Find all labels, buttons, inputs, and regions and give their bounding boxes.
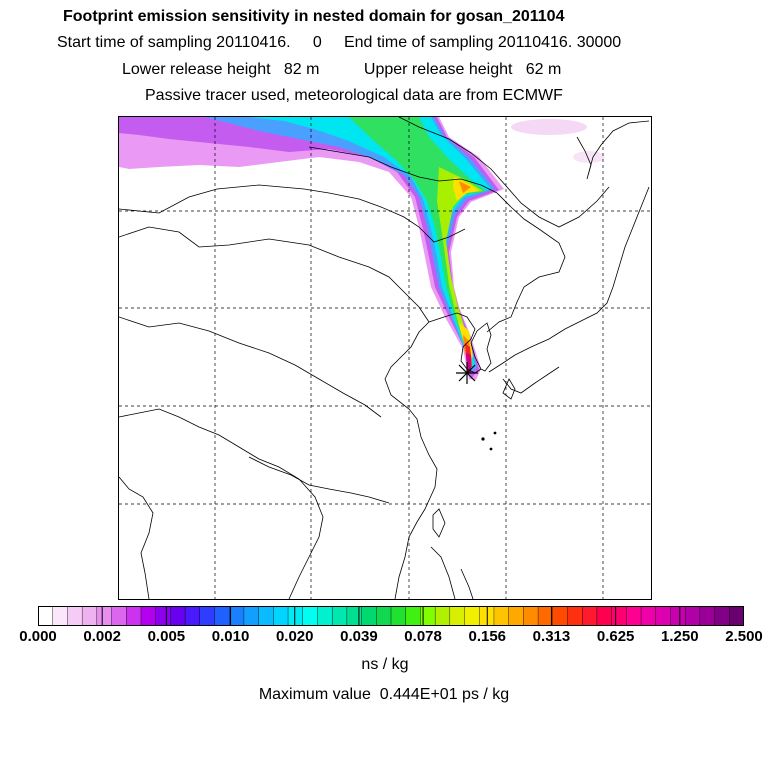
tracer-info-line: Passive tracer used, meteorological data…	[145, 87, 563, 104]
coastline-north	[308, 146, 566, 333]
plume-patch	[511, 119, 587, 135]
coastline-taiwan	[432, 508, 446, 538]
coastline-southeast-asia	[119, 408, 324, 599]
colorbar-segment	[155, 606, 171, 626]
border-mongolia	[119, 184, 466, 243]
colorbar-segment	[508, 606, 524, 626]
colorbar-segment	[434, 606, 451, 626]
colorbar-tick-label: 0.156	[468, 628, 507, 645]
border-china-west	[119, 316, 382, 418]
colorbar-segment	[670, 606, 686, 626]
colorbar-segment	[714, 606, 730, 626]
colorbar-segment	[126, 606, 142, 626]
colorbar-segment	[331, 606, 348, 626]
colorbar-tick-label: 0.625	[596, 628, 635, 645]
island-dot	[493, 431, 497, 435]
colorbar-segment	[229, 606, 245, 626]
plume-layer-lime	[437, 167, 483, 363]
colorbar-tick-label: 0.313	[532, 628, 571, 645]
sampling-time-line: Start time of sampling 20110416. 0 End t…	[57, 34, 622, 51]
coastline-sakhalin	[576, 120, 650, 180]
colorbar-segment	[684, 606, 701, 626]
graticule	[119, 117, 651, 599]
coastline-kyushu	[502, 378, 516, 400]
colorbar-units: ns / kg	[361, 656, 409, 673]
colorbar-segment	[464, 606, 480, 626]
colorbar-segment	[376, 606, 392, 626]
colorbar-segment	[81, 606, 98, 626]
colorbar-segment	[449, 606, 466, 626]
colorbar-segment	[258, 606, 274, 626]
colorbar-tick-label: 0.078	[404, 628, 442, 645]
colorbar-tick-label: 2.500	[725, 628, 763, 645]
colorbar-segment	[170, 606, 186, 626]
colorbar-segment	[390, 606, 407, 626]
colorbar-tick-label: 0.002	[83, 628, 121, 645]
footprint-map	[118, 116, 652, 600]
colorbar-frame	[38, 606, 744, 626]
colorbar-segment	[567, 606, 583, 626]
island-dot	[481, 437, 485, 441]
colorbar-tick-label: 1.250	[661, 628, 699, 645]
colorbar-segment	[52, 606, 68, 626]
colorbar-segment	[537, 606, 554, 626]
release-height-line: Lower release height 82 m Upper release …	[122, 61, 562, 78]
colorbar-segment	[273, 606, 289, 626]
colorbar-tick-label: 0.020	[275, 628, 314, 645]
colorbar-segment	[67, 606, 83, 626]
colorbar-segment	[523, 606, 539, 626]
map-title: Footprint emission sensitivity in nested…	[63, 8, 565, 25]
colorbar-tick-label: 0.039	[340, 628, 378, 645]
colorbar-segment	[582, 606, 598, 626]
release-site-marker	[456, 362, 478, 384]
colorbar-segment	[655, 606, 671, 626]
island-dot	[489, 447, 493, 451]
colorbar-segment	[38, 606, 54, 626]
colorbar-segment	[287, 606, 304, 626]
colorbar-segment	[96, 606, 113, 626]
colorbar	[38, 606, 744, 626]
plume-patch	[573, 151, 605, 163]
coastline-russia-far-east	[398, 117, 610, 228]
colorbar-segment	[302, 606, 318, 626]
coastline-indochina	[119, 476, 154, 599]
colorbar-segment	[479, 606, 495, 626]
colorbar-segment	[317, 606, 333, 626]
colorbar-segment	[243, 606, 260, 626]
colorbar-segment	[405, 606, 421, 626]
colorbar-segment	[199, 606, 215, 626]
colorbar-tick-label: 0.005	[147, 628, 186, 645]
colorbar-segment	[493, 606, 510, 626]
maximum-value: Maximum value 0.444E+01 ps / kg	[258, 686, 510, 703]
colorbar-segment	[699, 606, 716, 626]
colorbar-segment	[626, 606, 642, 626]
coastline-korea	[470, 322, 492, 372]
colorbar-tick-label: 0.010	[211, 628, 250, 645]
coastline-japan-south	[502, 366, 560, 394]
coastline-china-east	[384, 321, 438, 599]
colorbar-segment	[184, 606, 201, 626]
colorbar-segment	[640, 606, 657, 626]
colorbar-segment	[552, 606, 568, 626]
colorbar-segment	[611, 606, 627, 626]
colorbar-segment	[214, 606, 230, 626]
plume-layer-yellow	[453, 177, 479, 360]
colorbar-segment	[596, 606, 613, 626]
border-china-south	[248, 456, 390, 504]
colorbar-segment	[361, 606, 377, 626]
emission-plume	[119, 117, 605, 380]
coastlines	[119, 117, 650, 599]
colorbar-segment	[729, 606, 744, 626]
colorbar-segment	[111, 606, 127, 626]
colorbar-segment	[140, 606, 157, 626]
colorbar-segment	[346, 606, 363, 626]
coastline-philippines	[430, 546, 474, 599]
colorbar-tick-label: 0.000	[19, 628, 57, 645]
coastline-japan	[488, 186, 650, 373]
border-china-north	[119, 226, 430, 323]
